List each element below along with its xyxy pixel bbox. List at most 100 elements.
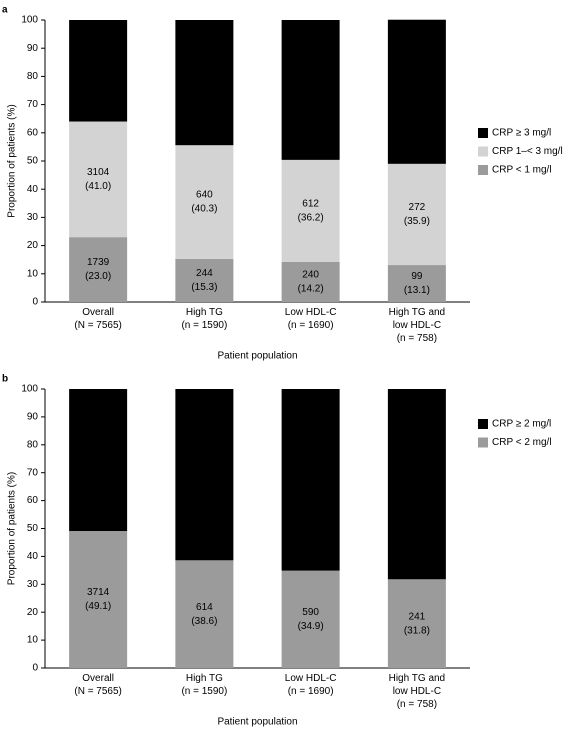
count-label: 387 — [409, 79, 426, 90]
y-tick-label: 50 — [27, 523, 39, 534]
x-tick-label: High TG — [185, 307, 223, 318]
count-label: 244 — [196, 268, 213, 279]
bar-segment — [281, 389, 340, 571]
x-axis-label: Patient population — [217, 717, 297, 728]
value-label: (34.9) — [298, 621, 324, 632]
value-label: (51.1) — [404, 93, 430, 104]
value-label: (61.4) — [191, 476, 217, 487]
y-tick-label: 90 — [27, 412, 39, 423]
y-tick-label: 40 — [27, 184, 39, 195]
x-tick-label-box: Low HDL-C (n = 1690) — [284, 307, 337, 331]
panel-label: b — [2, 374, 8, 385]
y-tick-label: 70 — [27, 467, 39, 478]
bar-segment — [387, 19, 446, 164]
x-tick-note: (n = 758) — [396, 333, 438, 344]
value-label: (49.6) — [298, 92, 324, 103]
count-label: 1100 — [300, 467, 322, 478]
legend-swatch — [478, 437, 488, 448]
y-tick-label: 50 — [27, 156, 39, 167]
y-tick-label: 60 — [27, 495, 39, 506]
y-tick-label: 0 — [32, 663, 38, 674]
x-tick-note: (n = 1690) — [287, 686, 334, 697]
x-tick-label-box: Overall (N = 7565) — [74, 673, 122, 697]
value-label: (14.2) — [298, 284, 324, 295]
bar-segment — [281, 159, 340, 262]
x-tick-label-box: Low HDL-C (n = 1690) — [284, 673, 337, 697]
x-axis-label: Patient population — [217, 351, 297, 362]
value-label: (44.4) — [191, 84, 217, 95]
y-tick-label: 80 — [27, 439, 39, 450]
count-label: 614 — [196, 602, 213, 613]
y-axis-label: Proportion of patients (%) — [7, 472, 18, 585]
y-tick-label: 30 — [27, 212, 39, 223]
legend-label: CRP ≥ 3 mg/l — [492, 128, 551, 139]
bar-segment — [281, 261, 340, 302]
count-label: 3104 — [87, 167, 110, 178]
value-label: (68.2) — [404, 486, 430, 497]
y-tick-label: 100 — [21, 384, 38, 395]
count-label: 2722 — [87, 58, 110, 69]
x-tick-label-box: High TG (n = 1590) — [181, 307, 228, 331]
y-tick-label: 100 — [21, 15, 38, 26]
bar-segment — [387, 163, 446, 266]
value-label: (35.9) — [404, 216, 430, 227]
y-tick-label: 30 — [27, 579, 39, 590]
count-label: 838 — [302, 78, 319, 89]
bar-segment — [175, 145, 234, 259]
x-tick-note: (N = 7565) — [74, 686, 122, 697]
legend-label: CRP ≥ 2 mg/l — [492, 419, 551, 430]
count-label: 612 — [302, 199, 319, 210]
y-tick-label: 70 — [27, 99, 39, 110]
x-tick-label: High TG and low HDL-C — [388, 673, 446, 697]
x-tick-label-box: High TG (n = 1590) — [181, 673, 227, 697]
x-tick-label: Overall — [82, 673, 114, 684]
count-label: 240 — [302, 270, 319, 281]
count-label: 517 — [409, 472, 426, 483]
count-label: 976 — [196, 462, 213, 473]
value-label: (65.1) — [298, 481, 324, 492]
x-tick-label: High TG — [185, 673, 223, 684]
value-label: (41.0) — [85, 181, 111, 192]
count-label: 241 — [409, 611, 426, 622]
panel-label: a — [2, 5, 8, 16]
count-label: 706 — [196, 70, 213, 81]
x-tick-label: Low HDL-C — [284, 673, 337, 684]
bar-segment — [69, 531, 128, 668]
x-tick-label: Low HDL-C — [284, 307, 337, 318]
legend-swatch — [478, 165, 488, 175]
value-label: (36.2) — [298, 213, 324, 224]
count-label: 272 — [409, 202, 426, 213]
value-label: (23.0) — [85, 271, 111, 282]
bar-segment — [387, 389, 446, 580]
bar-segment — [175, 560, 234, 668]
bar-segment — [387, 265, 446, 302]
bar-segment — [69, 121, 128, 238]
bar-segment — [281, 20, 340, 160]
bar-segment — [69, 237, 128, 302]
legend-swatch — [478, 419, 488, 429]
count-label: 640 — [196, 190, 213, 201]
count-label: 590 — [302, 607, 319, 618]
x-tick-label-box: High TG and low HDL-C (n = 758) — [388, 673, 446, 710]
legend-label: CRP < 2 mg/l — [492, 437, 552, 448]
y-tick-label: 80 — [27, 71, 39, 82]
x-tick-label-box: Overall (N = 7565) — [74, 307, 122, 331]
bar-segment — [387, 579, 446, 668]
value-label: (15.3) — [191, 282, 217, 293]
y-tick-label: 20 — [27, 607, 39, 618]
x-tick-label-box: High TG and low HDL-C (n = 758) — [389, 307, 446, 344]
bar-segment — [69, 20, 128, 122]
x-tick-note: (n = 1590) — [181, 320, 228, 331]
x-tick-label: Overall — [82, 307, 114, 318]
legend-label: CRP 1–< 3 mg/l — [492, 146, 563, 157]
value-label: (31.8) — [404, 625, 430, 636]
y-tick-label: 0 — [32, 297, 38, 308]
y-tick-label: 20 — [27, 240, 39, 251]
value-label: (13.1) — [404, 285, 430, 296]
x-tick-note: (n = 758) — [396, 699, 438, 710]
bar-segment — [175, 389, 234, 561]
value-label: (38.6) — [191, 616, 217, 627]
y-tick-label: 10 — [27, 635, 39, 646]
